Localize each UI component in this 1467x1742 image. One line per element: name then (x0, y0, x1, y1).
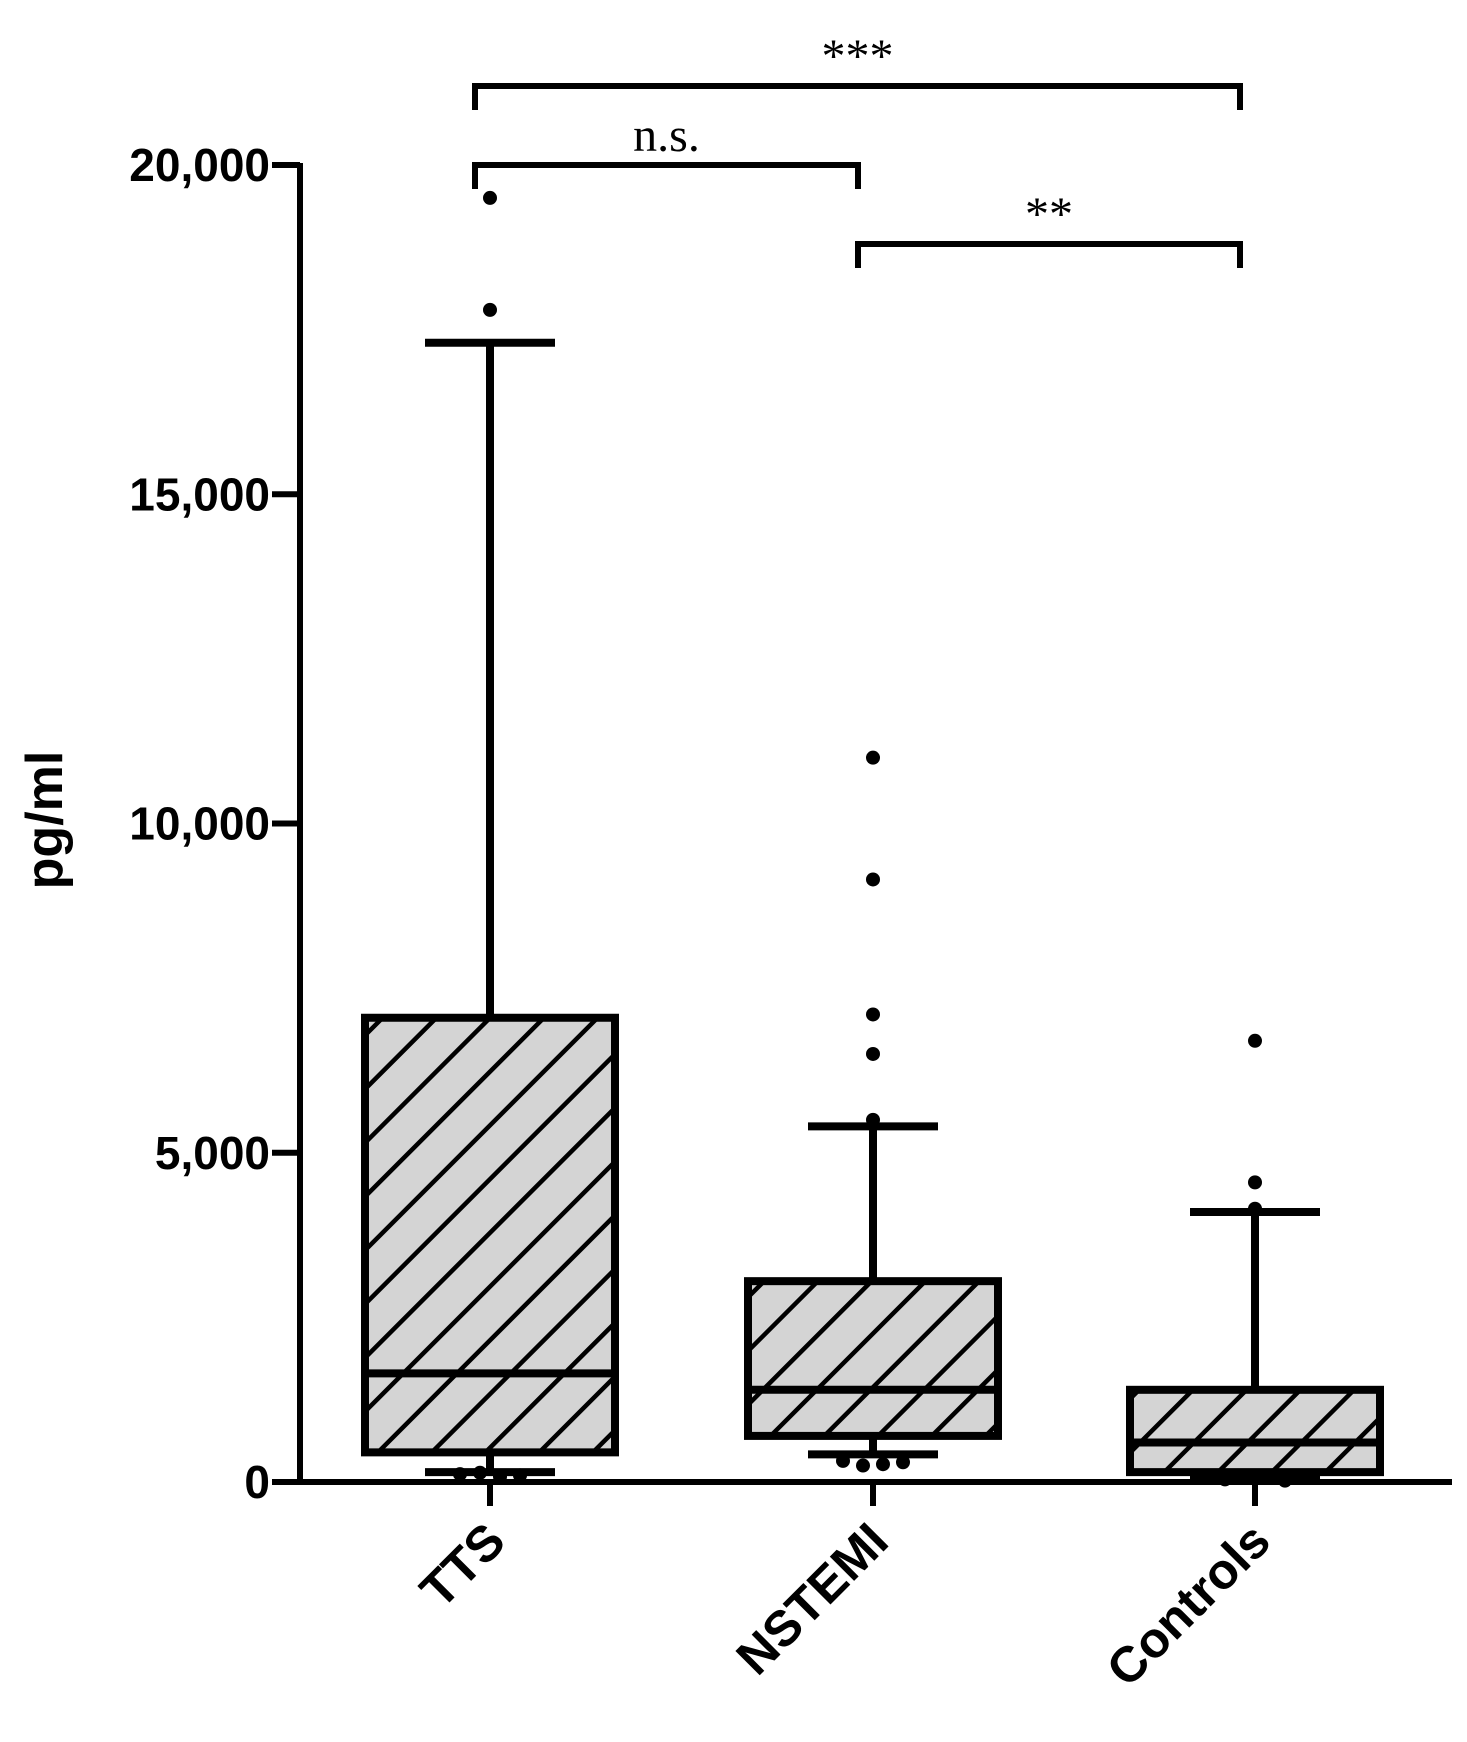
boxes (361, 190, 1384, 1488)
outlier-point (453, 1467, 467, 1482)
significance-bracket: n.s. (472, 109, 861, 189)
bracket-line (855, 241, 1243, 269)
outlier-point (866, 1046, 880, 1061)
y-tick-label: 5,000 (155, 1127, 270, 1179)
outlier-point (856, 1458, 870, 1473)
outlier-point (1248, 1201, 1262, 1216)
outlier-point (473, 1465, 487, 1480)
outlier-point (866, 750, 880, 765)
significance-label: *** (822, 30, 894, 83)
y-tick-label: 15,000 (129, 468, 270, 520)
x-tick-label: Controls (1096, 1512, 1281, 1697)
significance-label: ** (1025, 188, 1073, 241)
y-tick-label: 20,000 (129, 139, 270, 191)
outlier-point (513, 1468, 527, 1483)
bracket-line (472, 82, 1243, 110)
outlier-point (483, 302, 497, 317)
significance-bracket: ** (855, 188, 1243, 269)
x-tick-label: NSTEMI (726, 1512, 899, 1685)
outlier-point (493, 1469, 507, 1484)
significance-annotations: n.s.***** (472, 30, 1243, 269)
outlier-point (876, 1457, 890, 1472)
y-tick-label: 0 (244, 1456, 270, 1508)
significance-label: n.s. (633, 109, 700, 162)
box-tts (361, 190, 619, 1484)
x-tick-label: TTS (409, 1512, 515, 1618)
y-axis-title: pg/ml (16, 751, 74, 890)
outlier-point (836, 1453, 850, 1468)
outlier-point (1248, 1175, 1262, 1190)
outlier-point (866, 1112, 880, 1127)
significance-bracket: *** (472, 30, 1243, 110)
iqr-box (361, 1013, 619, 1457)
outlier-point (866, 872, 880, 887)
y-tick-label: 10,000 (129, 798, 270, 850)
iqr-box (1126, 1385, 1384, 1477)
outlier-point (896, 1455, 910, 1470)
outlier-point (866, 1007, 880, 1022)
bracket-line (472, 162, 861, 189)
outlier-point (1248, 1033, 1262, 1048)
outlier-point (1238, 1471, 1252, 1486)
outlier-point (1218, 1472, 1232, 1487)
outlier-point (483, 190, 497, 205)
iqr-box (744, 1277, 1002, 1440)
box-nstemi (744, 750, 1002, 1473)
box-controls (1126, 1033, 1384, 1488)
outlier-point (1278, 1473, 1292, 1488)
